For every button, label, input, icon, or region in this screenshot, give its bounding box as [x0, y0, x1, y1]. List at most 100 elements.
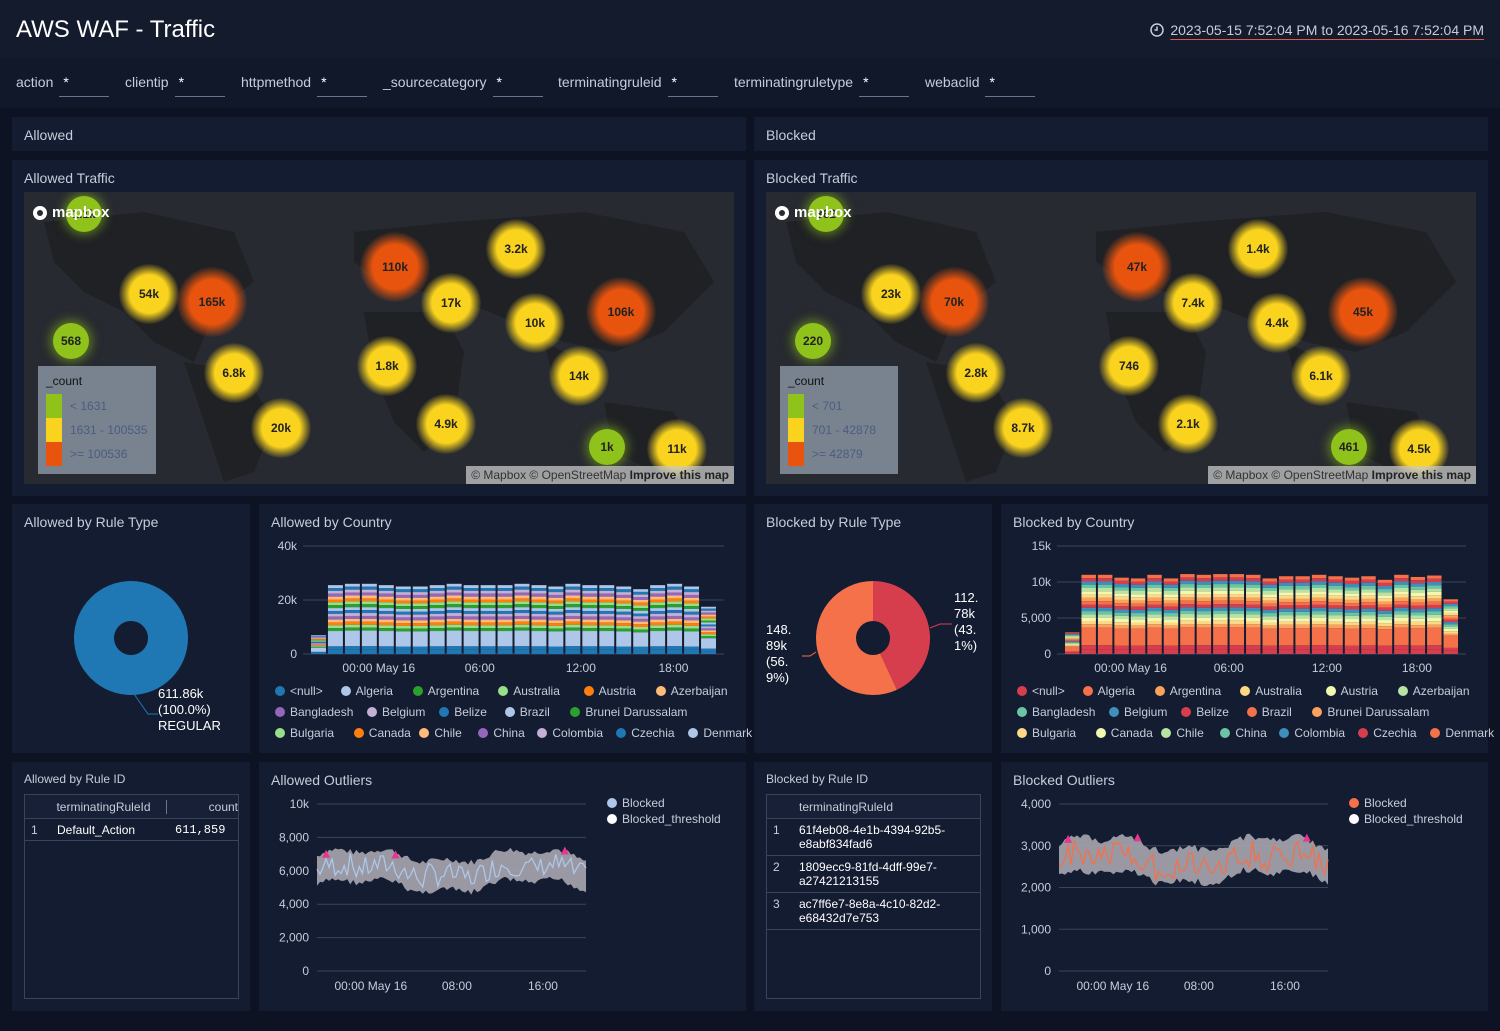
- bar-segment[interactable]: [1410, 621, 1426, 626]
- bar-stack[interactable]: [429, 585, 445, 654]
- bar-segment[interactable]: [616, 592, 632, 595]
- bar-segment[interactable]: [1081, 588, 1096, 592]
- bar-segment[interactable]: [497, 605, 513, 609]
- bar-segment[interactable]: [1262, 625, 1277, 629]
- bar-segment[interactable]: [633, 616, 649, 619]
- allowed-rule-type-donut[interactable]: 611.86k (100.0%) REGULAR: [12, 534, 250, 749]
- table-row[interactable]: 2 1809ecc9-81fd-4dff-99e7- a27421213155: [767, 856, 980, 893]
- bar-segment[interactable]: [1180, 587, 1195, 591]
- time-range-picker[interactable]: 2023-05-15 7:52:04 PM to 2023-05-16 7:52…: [1150, 22, 1484, 38]
- bar-segment[interactable]: [1361, 615, 1376, 619]
- bar-segment[interactable]: [1114, 625, 1129, 629]
- bar-segment[interactable]: [1065, 636, 1080, 638]
- bar-segment[interactable]: [1114, 628, 1129, 646]
- bar-segment[interactable]: [327, 599, 343, 603]
- bar-segment[interactable]: [531, 649, 547, 654]
- bar-segment[interactable]: [497, 628, 513, 632]
- bar-segment[interactable]: [616, 631, 632, 647]
- bar-segment[interactable]: [1262, 594, 1277, 598]
- bar-segment[interactable]: [1114, 577, 1129, 581]
- bar-segment[interactable]: [412, 617, 428, 621]
- bar-stack[interactable]: [1097, 574, 1113, 654]
- bar-segment[interactable]: [1246, 645, 1261, 650]
- bar-segment[interactable]: [1114, 590, 1129, 594]
- bar-segment[interactable]: [701, 614, 716, 617]
- bar-segment[interactable]: [429, 599, 445, 603]
- bar-segment[interactable]: [395, 631, 411, 647]
- bar-segment[interactable]: [548, 594, 564, 598]
- bar-segment[interactable]: [701, 610, 716, 613]
- bar-segment[interactable]: [1213, 600, 1228, 605]
- bar-segment[interactable]: [1130, 609, 1146, 614]
- bar-segment[interactable]: [1410, 583, 1426, 587]
- bar-segment[interactable]: [599, 646, 615, 650]
- bar-segment[interactable]: [1147, 594, 1162, 598]
- bar-segment[interactable]: [1443, 617, 1458, 620]
- bar-segment[interactable]: [1344, 596, 1360, 600]
- bar-segment[interactable]: [1311, 591, 1327, 595]
- filter-clientip[interactable]: clientip *: [125, 74, 225, 97]
- bar-segment[interactable]: [446, 630, 462, 647]
- bar-segment[interactable]: [1328, 595, 1343, 599]
- bar-segment[interactable]: [582, 608, 598, 611]
- bar-segment[interactable]: [344, 595, 360, 599]
- bar-segment[interactable]: [378, 610, 394, 614]
- bar-segment[interactable]: [311, 639, 326, 641]
- bar-segment[interactable]: [1344, 587, 1360, 591]
- bar-segment[interactable]: [1229, 627, 1245, 646]
- bar-segment[interactable]: [446, 627, 462, 631]
- bar-segment[interactable]: [378, 608, 394, 611]
- bar-segment[interactable]: [1394, 594, 1409, 598]
- bar-stack[interactable]: [480, 585, 496, 654]
- bar-segment[interactable]: [1410, 586, 1426, 590]
- bar-segment[interactable]: [514, 592, 530, 596]
- bar-segment[interactable]: [1180, 594, 1195, 598]
- bar-segment[interactable]: [1196, 649, 1212, 654]
- bar-segment[interactable]: [1328, 608, 1343, 612]
- bar-segment[interactable]: [327, 619, 343, 623]
- bar-segment[interactable]: [1361, 598, 1376, 603]
- bar-segment[interactable]: [1147, 627, 1162, 646]
- bar-segment[interactable]: [1130, 578, 1146, 582]
- bar-segment[interactable]: [565, 598, 581, 602]
- bar-segment[interactable]: [1377, 607, 1393, 611]
- bar-segment[interactable]: [327, 649, 343, 654]
- bar-segment[interactable]: [565, 607, 581, 611]
- bar-stack[interactable]: [1180, 574, 1195, 654]
- bar-segment[interactable]: [1311, 578, 1327, 582]
- bar-segment[interactable]: [514, 610, 530, 614]
- bar-segment[interactable]: [480, 631, 496, 647]
- bar-stack[interactable]: [565, 583, 581, 654]
- bar-segment[interactable]: [1295, 595, 1310, 599]
- bar-segment[interactable]: [1229, 645, 1245, 650]
- bar-segment[interactable]: [1278, 582, 1294, 586]
- bar-segment[interactable]: [667, 610, 683, 614]
- map-cluster-bubble[interactable]: 23k: [861, 264, 921, 324]
- bar-segment[interactable]: [1163, 613, 1179, 617]
- bar-segment[interactable]: [361, 615, 377, 619]
- bar-segment[interactable]: [1081, 578, 1096, 582]
- bar-segment[interactable]: [1361, 602, 1376, 606]
- bar-segment[interactable]: [1097, 617, 1113, 621]
- bar-segment[interactable]: [616, 628, 632, 632]
- bar-segment[interactable]: [378, 631, 394, 647]
- bar-segment[interactable]: [1213, 594, 1228, 598]
- bar-segment[interactable]: [1443, 619, 1458, 623]
- bar-segment[interactable]: [548, 597, 564, 601]
- bar-segment[interactable]: [1213, 620, 1228, 625]
- bar-segment[interactable]: [1262, 584, 1277, 588]
- bar-segment[interactable]: [1130, 628, 1146, 646]
- bar-segment[interactable]: [395, 589, 411, 593]
- bar-segment[interactable]: [667, 595, 683, 599]
- bar-segment[interactable]: [1344, 593, 1360, 597]
- outlier-marker[interactable]: [391, 850, 400, 859]
- bar-segment[interactable]: [497, 588, 513, 591]
- bar-segment[interactable]: [497, 625, 513, 629]
- filter-input[interactable]: *: [492, 74, 543, 97]
- bar-segment[interactable]: [1377, 623, 1393, 627]
- bar-segment[interactable]: [361, 583, 377, 587]
- bar-segment[interactable]: [446, 595, 462, 599]
- bar-segment[interactable]: [1427, 608, 1442, 612]
- bar-segment[interactable]: [1180, 600, 1195, 605]
- legend-item[interactable]: <null>: [1017, 684, 1065, 698]
